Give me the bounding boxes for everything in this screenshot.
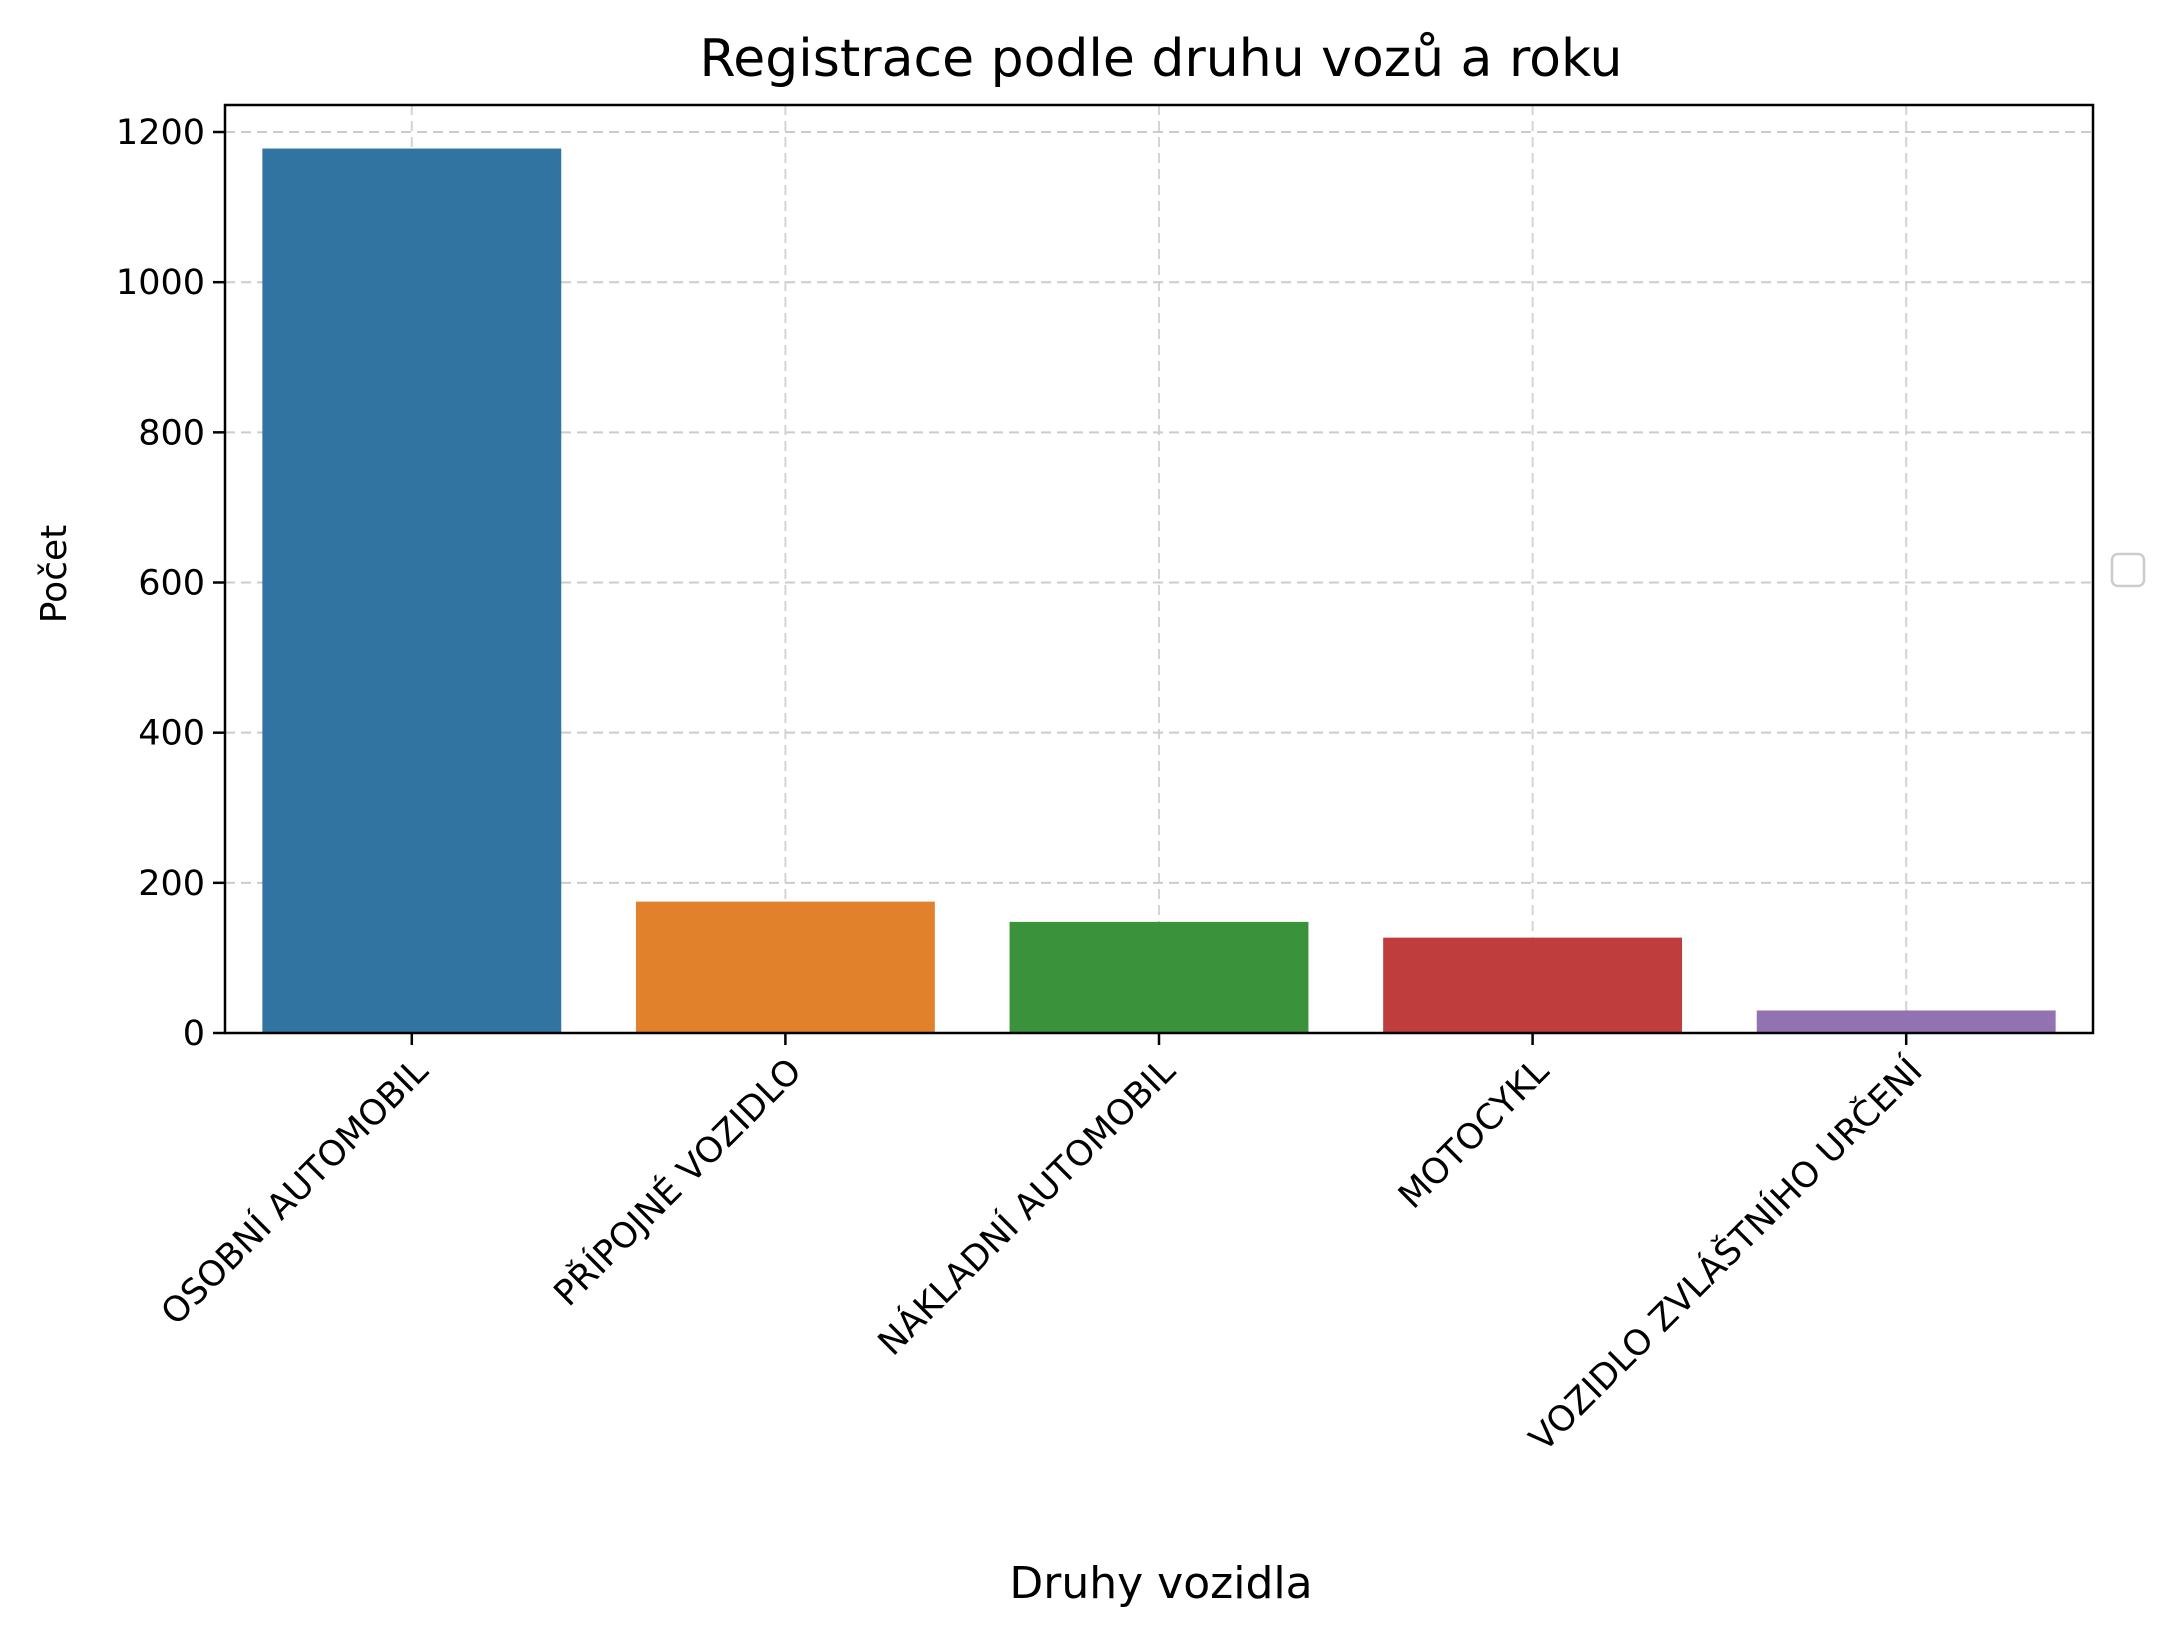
bar [1383,937,1683,1033]
legend-box[interactable] [2110,552,2146,588]
bar [635,901,935,1033]
y-tick-label: 1200 [116,113,205,153]
y-tick-label: 1000 [116,263,205,303]
bar [1009,921,1309,1033]
y-tick-label: 800 [138,413,205,453]
x-axis-label: Druhy vozidla [1009,1558,1312,1609]
axes [213,103,2095,1045]
y-axis-label: Počet [34,525,75,624]
chart-title: Registrace podle druhu vozů a roku [700,29,1623,89]
bar [262,148,562,1033]
bar [1756,1010,2056,1033]
legend[interactable] [2110,552,2146,588]
y-tick-label: 400 [138,714,205,754]
y-tick-label: 600 [138,564,205,604]
y-tick-label: 0 [183,1014,205,1054]
y-tick-label: 200 [138,864,205,904]
bars [262,148,2056,1033]
